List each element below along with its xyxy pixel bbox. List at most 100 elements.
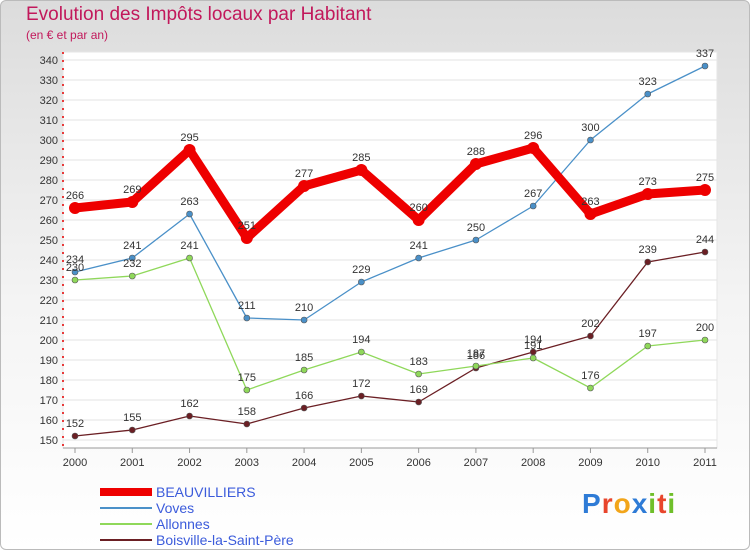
logo-letter: i xyxy=(667,488,677,519)
data-label: 152 xyxy=(66,418,84,430)
y-tick-label: 200 xyxy=(40,335,58,347)
data-point xyxy=(469,158,482,170)
data-point xyxy=(527,142,540,154)
data-point xyxy=(355,164,368,176)
data-label: 194 xyxy=(524,334,542,346)
data-label: 266 xyxy=(66,190,84,202)
series-lines xyxy=(69,62,711,440)
x-tick-label: 2010 xyxy=(635,457,659,469)
y-tick-label: 220 xyxy=(40,295,58,307)
data-point xyxy=(186,210,193,218)
data-label: 288 xyxy=(467,146,485,158)
data-label: 194 xyxy=(352,334,370,346)
data-point xyxy=(69,202,81,214)
legend-swatch xyxy=(100,523,152,525)
x-tick-label: 2011 xyxy=(693,457,717,469)
data-label: 277 xyxy=(295,168,313,180)
data-label: 186 xyxy=(467,350,485,362)
y-tick-label: 300 xyxy=(40,135,58,147)
chart-subtitle: (en € et par an) xyxy=(26,28,109,42)
y-tick-label: 240 xyxy=(40,255,58,267)
data-point xyxy=(300,366,308,374)
y-tick-label: 270 xyxy=(40,195,58,207)
data-label: 251 xyxy=(238,220,256,232)
data-point xyxy=(701,62,709,70)
x-tick-label: 2008 xyxy=(521,457,545,469)
data-point xyxy=(186,412,193,420)
data-label: 232 xyxy=(123,258,141,270)
x-tick-label: 2004 xyxy=(292,457,316,469)
data-label: 267 xyxy=(524,188,542,200)
series-line xyxy=(74,65,706,321)
proxiti-logo: Proxiti xyxy=(582,488,712,528)
data-label: 273 xyxy=(639,176,657,188)
logo-letter: x xyxy=(631,488,649,519)
data-label: 200 xyxy=(696,322,714,334)
chart-title: Evolution des Impôts locaux par Habitant xyxy=(26,4,372,25)
data-label: 155 xyxy=(123,412,141,424)
data-label: 183 xyxy=(409,356,427,368)
grid xyxy=(62,51,718,449)
x-tick-label: 2006 xyxy=(406,457,430,469)
legend-label: Voves xyxy=(156,500,195,516)
data-point xyxy=(587,332,594,340)
data-point xyxy=(587,136,594,144)
logo-letter: P xyxy=(582,488,602,519)
logo-letter: i xyxy=(648,488,658,519)
data-point xyxy=(126,196,139,208)
data-label: 158 xyxy=(238,406,256,418)
data-label: 296 xyxy=(524,130,542,142)
legend-swatch xyxy=(100,488,152,496)
y-tick-label: 310 xyxy=(40,115,58,127)
data-point xyxy=(358,278,365,286)
legend-swatch xyxy=(100,539,152,541)
data-point xyxy=(529,202,537,210)
y-tick-label: 330 xyxy=(40,75,58,87)
y-tick-label: 340 xyxy=(40,55,58,67)
data-point xyxy=(71,268,79,276)
data-point xyxy=(183,144,196,156)
data-label: 210 xyxy=(295,302,313,314)
x-tick-label: 2000 xyxy=(63,457,87,469)
series-line xyxy=(74,257,706,391)
data-label: 162 xyxy=(180,398,198,410)
data-label: 300 xyxy=(581,122,599,134)
y-tick-label: 160 xyxy=(40,415,58,427)
data-point xyxy=(243,420,251,428)
data-point xyxy=(240,232,253,244)
data-label: 185 xyxy=(295,352,313,364)
series-beauvilliers xyxy=(69,142,711,244)
data-label: 211 xyxy=(238,300,256,312)
data-label: 323 xyxy=(639,76,657,88)
data-point xyxy=(358,348,365,356)
y-tick-label: 190 xyxy=(40,355,58,367)
y-tick-label: 180 xyxy=(40,375,58,387)
data-label: 239 xyxy=(639,244,657,256)
y-tick-label: 280 xyxy=(40,175,58,187)
y-tick-label: 320 xyxy=(40,95,58,107)
series-allonnes xyxy=(71,254,709,394)
data-point xyxy=(128,426,136,434)
data-point xyxy=(71,276,79,284)
logo-letter: r xyxy=(601,488,614,519)
data-point xyxy=(128,272,136,280)
data-point xyxy=(415,254,422,262)
data-label: 250 xyxy=(467,222,485,234)
data-label: 176 xyxy=(581,370,599,382)
data-label: 172 xyxy=(352,378,370,390)
legend-label: BEAUVILLIERS xyxy=(156,484,256,500)
data-label: 191 xyxy=(524,340,542,352)
data-label: 275 xyxy=(696,172,714,184)
data-label: 269 xyxy=(123,184,141,196)
data-point xyxy=(699,184,711,196)
data-point xyxy=(300,404,308,412)
data-point xyxy=(644,342,652,350)
data-point xyxy=(587,384,594,392)
x-tick-label: 2009 xyxy=(578,457,602,469)
data-point xyxy=(415,398,422,406)
data-point xyxy=(584,208,597,220)
data-label: 166 xyxy=(295,390,313,402)
data-label: 202 xyxy=(581,318,599,330)
data-point xyxy=(298,180,311,192)
y-tick-label: 170 xyxy=(40,395,58,407)
